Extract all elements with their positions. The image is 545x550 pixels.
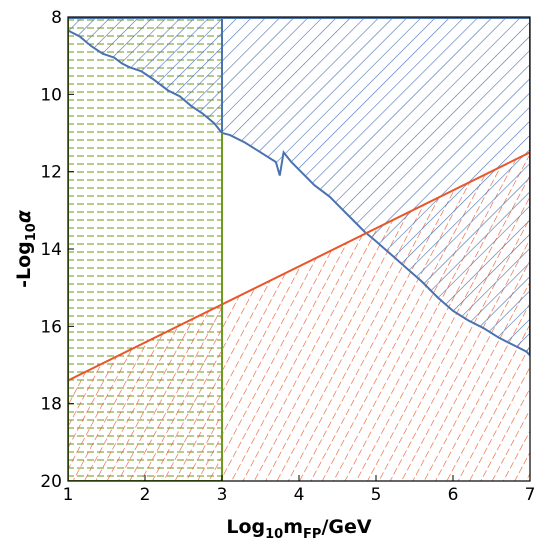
red-boundary-line bbox=[68, 151, 530, 382]
x-axis: 1 2 3 4 5 6 7 bbox=[63, 475, 536, 505]
x-tick-label: 4 bbox=[294, 485, 305, 505]
y-tick-label: 12 bbox=[40, 163, 62, 183]
y-tick-label: 20 bbox=[40, 472, 62, 492]
y-tick-label: 16 bbox=[40, 317, 62, 337]
x-tick-label: 2 bbox=[140, 485, 151, 505]
y-axis-label: -Log10α bbox=[13, 209, 39, 288]
x-tick-label: 5 bbox=[371, 485, 382, 505]
plot-area bbox=[68, 17, 530, 481]
x-axis-label: Log10mFP/GeV bbox=[226, 516, 372, 542]
y-axis: 8 10 12 14 16 18 20 bbox=[40, 8, 74, 492]
y-tick-label: 14 bbox=[40, 240, 62, 260]
blue-region bbox=[68, 17, 530, 356]
y-tick-label: 18 bbox=[40, 395, 62, 415]
y-tick-label: 10 bbox=[40, 85, 62, 105]
x-tick-label: 6 bbox=[448, 485, 459, 505]
x-tick-label: 1 bbox=[63, 485, 74, 505]
x-tick-label: 3 bbox=[217, 485, 228, 505]
green-region-border bbox=[68, 17, 223, 481]
x-tick-label: 7 bbox=[525, 485, 536, 505]
blue-boundary-line bbox=[68, 29, 530, 357]
y-tick-label: 8 bbox=[51, 8, 62, 28]
